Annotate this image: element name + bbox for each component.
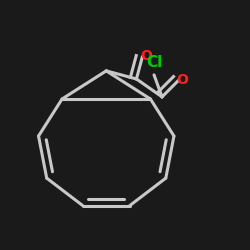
Text: O: O [176,73,188,87]
Text: O: O [140,49,152,63]
Text: Cl: Cl [146,55,162,70]
